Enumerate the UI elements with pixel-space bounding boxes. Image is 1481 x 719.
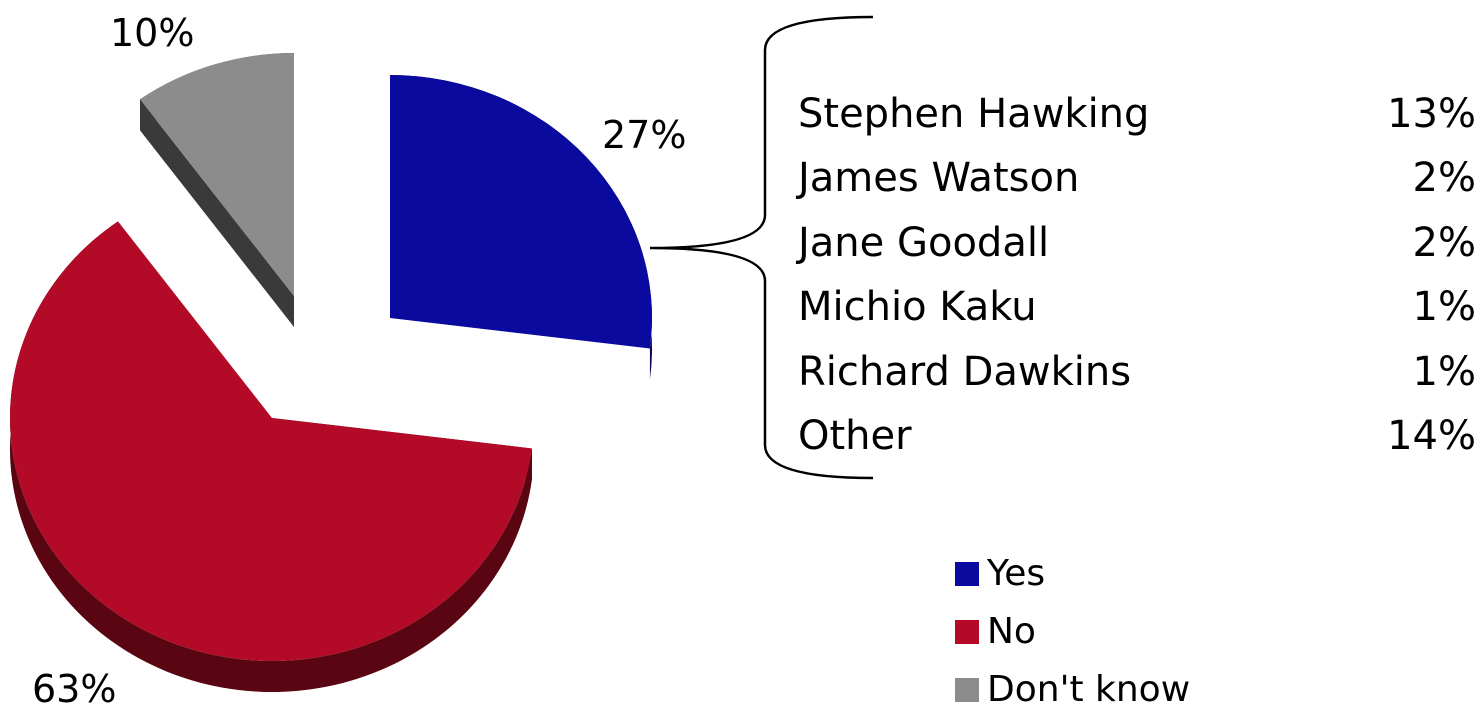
breakdown-value: 2% xyxy=(1412,155,1476,202)
pie-slice-yes xyxy=(390,75,652,349)
breakdown-name: Richard Dawkins xyxy=(798,348,1132,395)
breakdown-name: Jane Goodall xyxy=(798,219,1050,266)
breakdown-row: Michio Kaku 1% xyxy=(798,275,1476,339)
breakdown-bracket xyxy=(649,15,874,480)
legend-swatch-no xyxy=(955,620,979,644)
pie-slice-dont-know xyxy=(140,53,294,296)
breakdown-value: 14% xyxy=(1387,412,1476,459)
legend-item-yes: Yes xyxy=(955,545,1190,603)
legend-label: Don't know xyxy=(987,669,1191,710)
slice-label-dont-know: 10% xyxy=(110,11,195,55)
yes-breakdown-list: Stephen Hawking 13% James Watson 2% Jane… xyxy=(798,82,1476,468)
pie-edge-dont-know xyxy=(140,99,294,327)
slice-label-yes: 27% xyxy=(602,113,687,157)
breakdown-row: Jane Goodall 2% xyxy=(798,211,1476,275)
breakdown-value: 13% xyxy=(1387,91,1476,137)
legend-item-dont-know: Don't know xyxy=(955,661,1190,719)
breakdown-value: 2% xyxy=(1412,219,1476,266)
legend-item-no: No xyxy=(955,603,1190,661)
legend-swatch-dont-know xyxy=(955,678,979,702)
breakdown-name: Michio Kaku xyxy=(798,284,1037,331)
legend-label: Yes xyxy=(987,553,1046,594)
breakdown-name: James Watson xyxy=(798,155,1080,202)
pie-slices xyxy=(10,53,652,661)
breakdown-row: Richard Dawkins 1% xyxy=(798,340,1476,404)
legend: Yes No Don't know xyxy=(955,545,1190,719)
slice-label-no: 63% xyxy=(32,667,117,711)
pie-slice-no xyxy=(10,221,532,661)
breakdown-row: Other 14% xyxy=(798,404,1476,468)
breakdown-name: Other xyxy=(798,412,912,459)
breakdown-row: Stephen Hawking 13% xyxy=(798,82,1476,146)
breakdown-value: 1% xyxy=(1412,348,1476,395)
breakdown-value: 1% xyxy=(1412,284,1476,331)
legend-label: No xyxy=(987,611,1036,652)
breakdown-name: Stephen Hawking xyxy=(798,91,1150,137)
legend-swatch-yes xyxy=(955,562,979,586)
breakdown-row: James Watson 2% xyxy=(798,146,1476,210)
